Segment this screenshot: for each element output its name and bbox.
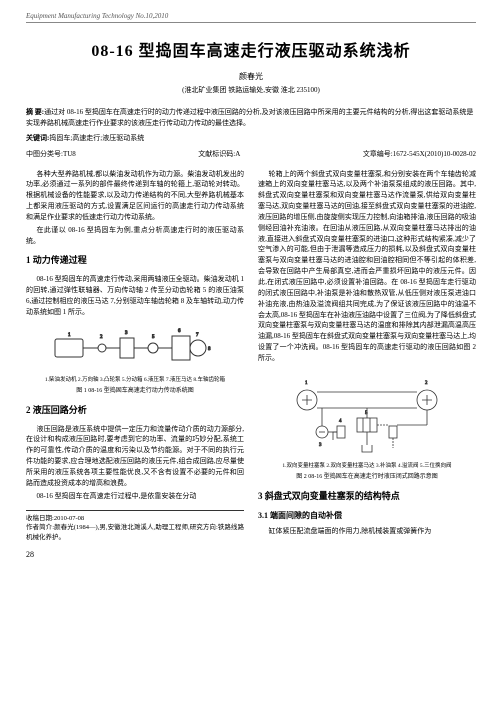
clc-block: 中图分类号:TU8 xyxy=(26,149,76,159)
section-2-paragraph-2: 08-16 型捣固车在高速走行过程中,是依靠安装在分动 xyxy=(26,491,244,502)
author-info-label: 作者简介: xyxy=(26,524,54,531)
section-3-heading: 3 斜盘式双向变量柱塞泵的结构特点 xyxy=(258,490,476,504)
figure-1: 1 2 3 5 6 7 8 1.柴油发动机 2.万向轴 3.凸轮泵 5.分动箱 … xyxy=(26,324,244,396)
left-column: 各种大型养路机械,都以柴油发动机作为动力源。柴油发动机发出的功率,必须通过一系列… xyxy=(26,169,244,562)
right-column: 轮箱上的两个斜盘式双向变量柱塞泵,和分别安装在两个车轴齿轮减速箱上的双向变量柱塞… xyxy=(258,169,476,562)
received-date: 2010-07-08 xyxy=(54,515,84,522)
figure-2-labels: 1.双向变量柱塞泵 2.双向变量柱塞马达 3.补油泵 4.溢流阀 5.三位换向阀 xyxy=(258,462,476,471)
journal-header: Equipment Manufacturing Technology No.10… xyxy=(26,12,476,23)
received-line: 收稿日期:2010-07-08 xyxy=(26,514,244,524)
section-3-1-paragraph-1: 缸体紧压配流盘端面的作用力,除机械装置或弹簧作为 xyxy=(258,526,476,537)
svg-text:3: 3 xyxy=(125,331,128,336)
figure-2: 1 2 3 4 5 1.双向变量柱塞泵 2.双向变量柱塞马达 3.补油泵 4.溢… xyxy=(258,370,476,482)
figure-2-caption: 图 2 08-16 型捣固车在高速走行时液压闭式回路示意图 xyxy=(258,473,476,481)
received-label: 收稿日期: xyxy=(26,515,54,522)
intro-paragraph-2: 在此谨以 08-16 型捣固车为例,重点分析高速走行时的液压驱动系统。 xyxy=(26,225,244,247)
keywords-label: 关键词: xyxy=(26,134,49,142)
doc-code-label: 文献标识码: xyxy=(198,150,235,158)
section-1-paragraph-1: 08-16 型捣固车的高速走行传动,采用两轴液压全驱动。柴油发动机 1 的回转,… xyxy=(26,274,244,317)
doc-code-block: 文献标识码:A xyxy=(198,149,240,159)
svg-text:2: 2 xyxy=(425,381,428,386)
section-2-paragraph-1: 液压回路是液压系统中提供一定压力和流量传动介质的动力源部分,在设计和构成液压回路… xyxy=(26,424,244,489)
doc-code-value: A xyxy=(235,150,240,158)
svg-text:5: 5 xyxy=(152,335,155,340)
author-affiliation: (淮北矿业集团 铁路运输处,安徽 淮北 235100) xyxy=(26,85,476,95)
article-id-value: 1672-545X(2010)10-0028-02 xyxy=(393,150,476,158)
article-title: 08-16 型捣固车高速走行液压驱动系统浅析 xyxy=(26,37,476,61)
abstract-label: 摘 要: xyxy=(26,108,44,116)
meta-row: 中图分类号:TU8 文献标识码:A 文章编号:1672-545X(2010)10… xyxy=(26,149,476,159)
svg-text:7: 7 xyxy=(196,333,199,338)
svg-text:3: 3 xyxy=(319,443,322,448)
clc-label: 中图分类号: xyxy=(26,150,63,158)
article-id-block: 文章编号:1672-545X(2010)10-0028-02 xyxy=(363,149,476,159)
section-2-heading: 2 液压回路分析 xyxy=(26,404,244,418)
intro-paragraph-1: 各种大型养路机械,都以柴油发动机作为动力源。柴油发动机发出的功率,必须通过一系列… xyxy=(26,169,244,223)
right-paragraph-1: 轮箱上的两个斜盘式双向变量柱塞泵,和分别安装在两个车轴齿轮减速箱上的双向变量柱塞… xyxy=(258,169,476,364)
keywords-block: 关键词:捣固车;高速走行;液压驱动系统 xyxy=(26,133,476,144)
two-column-layout: 各种大型养路机械,都以柴油发动机作为动力源。柴油发动机发出的功率,必须通过一系列… xyxy=(26,169,476,562)
page-root: Equipment Manufacturing Technology No.10… xyxy=(0,0,502,571)
section-1-heading: 1 动力传递过程 xyxy=(26,254,244,268)
svg-text:8: 8 xyxy=(208,347,211,352)
svg-text:6: 6 xyxy=(178,329,181,334)
author-info-text: 颜春光(1984—),男,安徽淮北濉溪人,助理工程师,研究方向:铁路线路机械化养… xyxy=(26,524,244,541)
svg-text:5: 5 xyxy=(365,411,368,416)
figure-1-labels: 1.柴油发动机 2.万向轴 3.凸轮泵 5.分动箱 6.液压泵 7.液压马达 8… xyxy=(26,376,244,385)
figure-1-caption: 图 1 08-16 型捣固车高速走行动力传动系统图 xyxy=(26,387,244,395)
figure-2-diagram: 1 2 3 4 5 xyxy=(277,370,457,460)
article-id-label: 文章编号: xyxy=(363,150,393,158)
svg-text:4: 4 xyxy=(339,419,342,424)
author-info-line: 作者简介:颜春光(1984—),男,安徽淮北濉溪人,助理工程师,研究方向:铁路线… xyxy=(26,523,244,543)
abstract-block: 摘 要:通过对 08-16 型捣固车在高速走行时的动力传递过程中液压回路的分析,… xyxy=(26,107,476,129)
svg-text:2: 2 xyxy=(100,335,103,340)
clc-value: TU8 xyxy=(63,150,76,158)
footer-block: 收稿日期:2010-07-08 作者简介:颜春光(1984—),男,安徽淮北濉溪… xyxy=(26,510,244,543)
page-number: 28 xyxy=(26,549,244,561)
svg-text:1: 1 xyxy=(68,333,71,338)
section-3-1-heading: 3.1 端面间隙的自动补偿 xyxy=(258,510,476,522)
svg-text:1: 1 xyxy=(305,381,308,386)
author-name: 颜春光 xyxy=(26,71,476,82)
abstract-text: 通过对 08-16 型捣固车在高速走行时的动力传递过程中液压回路的分析,及对该液… xyxy=(26,108,473,127)
figure-1-diagram: 1 2 3 5 6 7 8 xyxy=(50,324,220,374)
keywords-text: 捣固车;高速走行;液压驱动系统 xyxy=(49,134,144,142)
